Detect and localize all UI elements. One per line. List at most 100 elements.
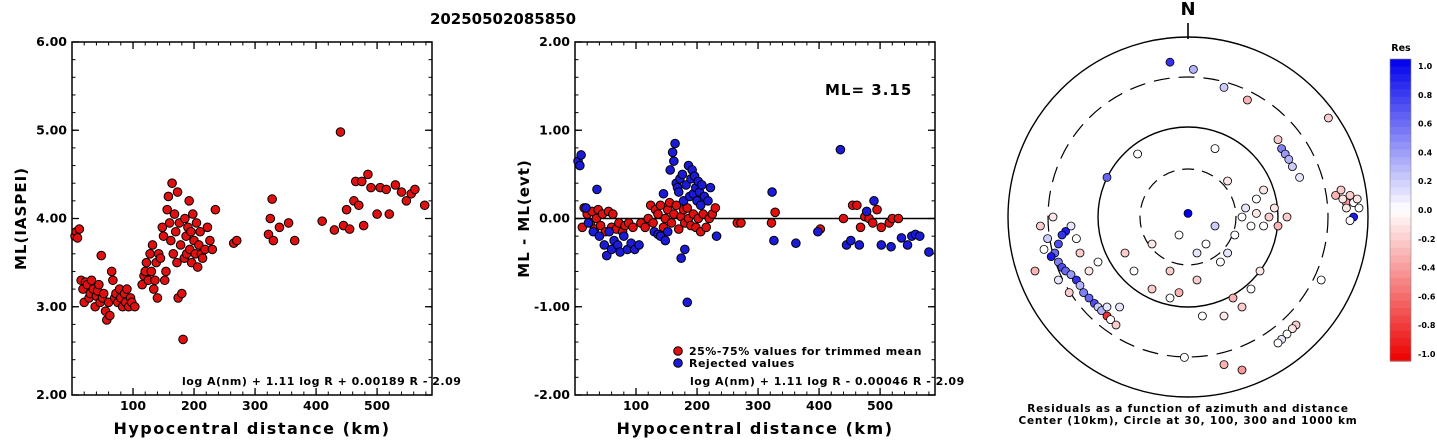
station-residual-point: [1237, 365, 1247, 375]
y-tick-label: 6.00: [36, 34, 67, 49]
colorbar-segment: [1390, 134, 1411, 143]
data-point: [673, 187, 684, 197]
ml-annotation: ML= 3.15: [825, 81, 912, 99]
data-point: [703, 196, 713, 206]
data-point: [122, 284, 132, 294]
data-point: [594, 231, 605, 241]
colorbar-segment: [1390, 338, 1411, 347]
data-point: [357, 176, 367, 187]
data-point: [666, 218, 677, 228]
data-point: [329, 225, 340, 235]
data-point: [697, 180, 707, 190]
data-point: [202, 222, 213, 233]
colorbar-tick-label: 0.2: [1418, 177, 1432, 186]
station-residual-point: [1198, 311, 1207, 321]
data-point: [108, 275, 118, 286]
station-residual-point: [1223, 248, 1232, 258]
data-point: [341, 204, 352, 215]
data-point: [268, 235, 279, 246]
station-residual-point: [1084, 293, 1094, 303]
station-residual-point: [1066, 270, 1076, 280]
station-residual-point: [1259, 221, 1268, 231]
data-point: [855, 222, 866, 233]
residual-colorbar: Res 1.0 0.8 0.6 0.4 0.2 0.0 -0.2 -0.4 -0.6 -0.8 -1.…: [1389, 43, 1436, 362]
y-tick-label: -1.00: [534, 299, 570, 314]
data-point: [205, 235, 215, 246]
station-residual-point: [1084, 266, 1094, 276]
data-point: [680, 244, 690, 255]
station-residual-point: [1183, 208, 1193, 218]
station-residual-point: [1075, 280, 1085, 290]
colorbar-tick-label: -0.2: [1418, 235, 1436, 244]
data-point: [770, 207, 780, 218]
data-point: [384, 209, 395, 219]
azimuth-distance-residual-plot: N Residuals as a function of azimuth and …: [1007, 0, 1369, 427]
x-tick-label: 200: [684, 398, 710, 413]
data-point: [162, 204, 172, 215]
colorbar-segment: [1390, 345, 1411, 355]
station-residual-point: [1354, 203, 1364, 213]
station-residual-point: [1264, 212, 1274, 222]
colorbar-tick-label: 0.0: [1418, 206, 1433, 215]
station-residual-point: [1246, 284, 1256, 294]
station-residual-point: [1147, 239, 1157, 249]
station-residual-point: [1120, 248, 1130, 258]
formula-text: log A(nm) + 1.11 log R - 0.00046 R - 2.0…: [690, 375, 965, 388]
colorbar-segment: [1390, 157, 1411, 166]
data-point: [195, 226, 205, 237]
station-residual-point: [1054, 275, 1063, 285]
station-residual-point: [1115, 302, 1124, 312]
data-point: [914, 231, 925, 241]
colorbar-segment: [1390, 202, 1411, 211]
station-residual-point: [1036, 221, 1045, 231]
station-residual-point: [1345, 190, 1355, 200]
colorbar-tick-label: -1.0: [1418, 350, 1436, 359]
station-residual-point: [1252, 208, 1261, 218]
colorbar-tick-label: 1.0: [1418, 62, 1433, 71]
station-residual-point: [1223, 176, 1232, 186]
station-residual-point: [1273, 135, 1283, 145]
station-residual-point: [1079, 288, 1088, 298]
station-residual-point: [1338, 194, 1348, 204]
data-point: [317, 216, 327, 226]
colorbar-segment: [1390, 330, 1411, 339]
station-residual-point: [1129, 266, 1139, 276]
data-point: [599, 240, 610, 250]
station-residual-point: [1252, 194, 1261, 204]
data-point: [172, 187, 183, 197]
colorbar-tick-label: -0.4: [1418, 264, 1436, 273]
station-residual-point: [1324, 113, 1333, 123]
data-point: [265, 213, 276, 224]
station-residual-point: [1210, 144, 1220, 154]
data-point: [155, 253, 166, 264]
data-point: [353, 200, 364, 211]
station-residual-point: [1345, 216, 1355, 226]
station-residual-point: [1093, 257, 1103, 267]
x-tick-label: 100: [120, 398, 146, 413]
data-point: [381, 184, 392, 195]
data-point: [608, 209, 618, 219]
station-residual-point: [1342, 203, 1351, 213]
data-point: [619, 231, 629, 241]
data-point: [366, 182, 376, 193]
data-point: [145, 249, 155, 259]
x-axis-label: Hypocentral distance (km): [113, 419, 390, 438]
station-residual-point: [1174, 288, 1184, 298]
data-point: [169, 209, 180, 219]
colorbar-segment: [1390, 277, 1411, 287]
colorbar-segment: [1390, 59, 1411, 68]
data-point: [648, 218, 658, 228]
data-point: [838, 213, 849, 224]
data-point: [146, 266, 157, 277]
station-residual-point: [1030, 266, 1040, 276]
data-point: [845, 235, 856, 246]
colorbar-segment: [1390, 194, 1411, 204]
data-point: [164, 218, 175, 228]
y-tick-label: 2.00: [539, 34, 570, 49]
data-point: [96, 250, 107, 261]
data-point: [401, 196, 412, 206]
data-point: [872, 204, 882, 215]
station-residual-point: [1237, 302, 1247, 312]
